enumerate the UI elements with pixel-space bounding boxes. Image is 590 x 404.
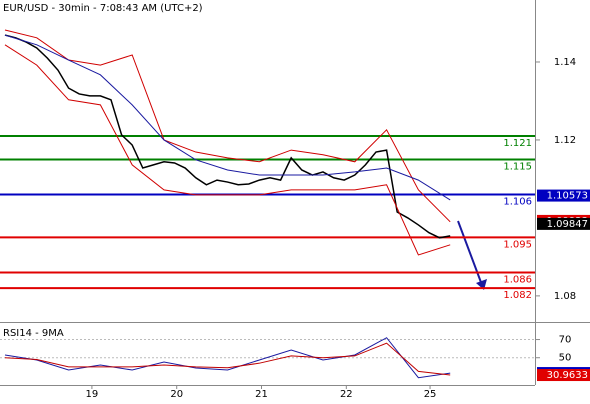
price-marker <box>537 189 590 202</box>
price-marker <box>537 217 590 230</box>
y-tick-label: 1.12 <box>554 135 576 146</box>
series-line <box>4 29 451 223</box>
x-tick-label: 25 <box>424 389 437 400</box>
x-tick-label: 20 <box>170 389 183 400</box>
y-tick-label: 1.08 <box>554 291 576 302</box>
series-line <box>4 342 451 376</box>
level-label: 1.115 <box>503 161 532 172</box>
arrow <box>457 220 483 286</box>
level-label: 1.086 <box>503 274 532 285</box>
x-tick-label: 22 <box>340 389 353 400</box>
level-label: 1.121 <box>503 138 532 149</box>
price-label: 30.9633 <box>547 370 588 381</box>
series-line <box>4 34 451 239</box>
price-marker <box>537 369 590 382</box>
price-label: 1.10573 <box>547 191 588 202</box>
y-tick-label: 50 <box>559 353 572 364</box>
series-line <box>4 34 451 201</box>
x-tick-label: 21 <box>255 389 268 400</box>
level-label: 1.095 <box>503 239 532 250</box>
x-tick-label: 19 <box>86 389 99 400</box>
series-line <box>4 337 451 379</box>
level-label: 1.106 <box>503 197 532 208</box>
panel-title: EUR/USD - 30min - 7:08:43 AM (UTC+2) <box>3 3 203 14</box>
series-line <box>4 44 451 256</box>
y-tick-label: 70 <box>559 335 572 346</box>
panel-title: RSI14 - 9MA <box>3 328 64 339</box>
price-label: 1.09847 <box>547 219 588 230</box>
y-tick-label: 1.14 <box>554 57 576 68</box>
level-label: 1.082 <box>503 290 532 301</box>
